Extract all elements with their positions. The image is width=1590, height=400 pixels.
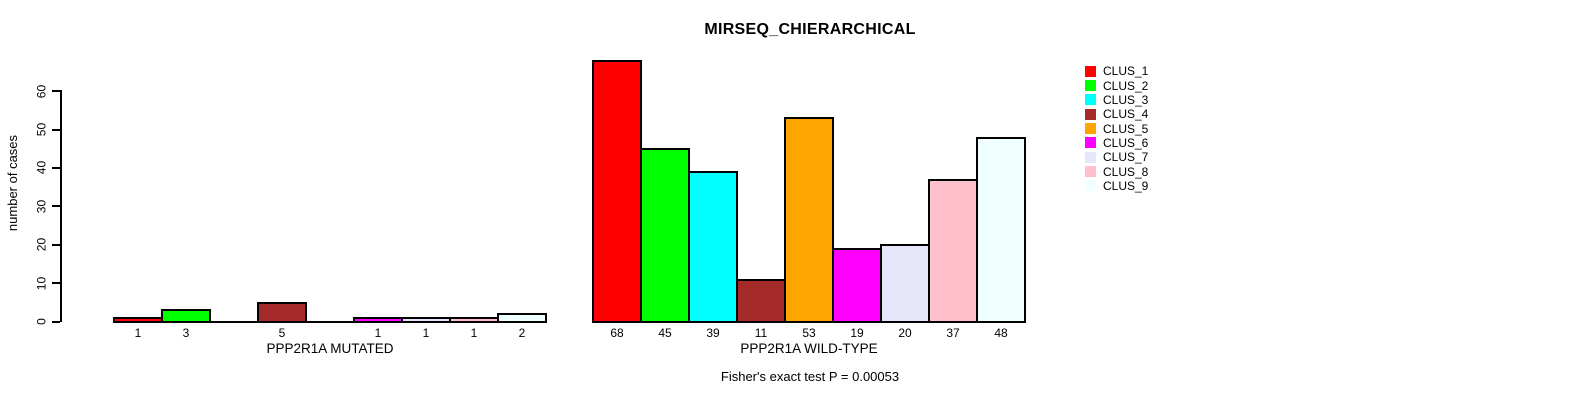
legend-item-clus-4: CLUS_4: [1085, 107, 1148, 121]
legend-item-clus-1: CLUS_1: [1085, 64, 1148, 78]
bar-value-label: 45: [658, 326, 672, 340]
bar-clus-3-ppp2r1a-wild-type: [688, 171, 738, 323]
x-axis-group-label-ppp2r1a-wild-type: PPP2R1A WILD-TYPE: [740, 341, 878, 356]
bar-value-label: 5: [278, 326, 286, 340]
bar-value-label: 2: [518, 326, 526, 340]
x-axis-group-label-ppp2r1a-mutated: PPP2R1A MUTATED: [266, 341, 394, 356]
bar-clus-8-ppp2r1a-mutated: [449, 317, 499, 323]
x-axis-baseline-ppp2r1a-mutated: [113, 321, 547, 323]
bar-value-label: 39: [706, 326, 720, 340]
legend-label: CLUS_8: [1103, 164, 1149, 179]
bar-value-label: 11: [754, 326, 768, 340]
legend-item-clus-8: CLUS_8: [1085, 164, 1148, 178]
y-axis-tick-label: 10: [34, 276, 49, 291]
bar-value-label: 48: [994, 326, 1008, 340]
bar-clus-2-ppp2r1a-wild-type: [640, 148, 690, 323]
bar-clus-7-ppp2r1a-mutated: [401, 317, 451, 323]
bar-value-label: 19: [850, 326, 864, 340]
legend-item-clus-2: CLUS_2: [1085, 78, 1148, 92]
legend-label: CLUS_4: [1103, 107, 1149, 122]
y-axis-tick: [52, 90, 60, 92]
bar-clus-1-ppp2r1a-wild-type: [592, 60, 642, 323]
y-axis-tick: [52, 321, 60, 323]
legend-label: CLUS_6: [1103, 135, 1149, 150]
legend: CLUS_1 CLUS_2 CLUS_3 CLUS_4 CLUS_5 CLUS_6 CLUS…: [1085, 64, 1148, 193]
bar-clus-9-ppp2r1a-mutated: [497, 313, 547, 323]
y-axis-tick-label: 30: [34, 199, 49, 214]
legend-swatch-icon-clus-5: [1085, 123, 1096, 135]
y-axis-tick-label: 20: [34, 237, 49, 252]
legend-swatch-icon-clus-6: [1085, 137, 1096, 149]
bar-value-label: 1: [374, 326, 382, 340]
legend-label: CLUS_3: [1103, 92, 1149, 107]
bar-value-label: 1: [470, 326, 478, 340]
bar-value-label: 20: [898, 326, 912, 340]
fisher-test-annotation: Fisher's exact test P = 0.00053: [720, 369, 900, 384]
bar-clus-2-ppp2r1a-mutated: [161, 309, 211, 323]
legend-swatch-icon-clus-3: [1085, 94, 1096, 106]
legend-item-clus-3: CLUS_3: [1085, 93, 1148, 107]
bar-clus-1-ppp2r1a-mutated: [113, 317, 163, 323]
bar-clus-6-ppp2r1a-mutated: [353, 317, 403, 323]
legend-label: CLUS_2: [1103, 78, 1149, 93]
legend-swatch-icon-clus-9: [1085, 180, 1096, 192]
legend-swatch-icon-clus-2: [1085, 80, 1096, 92]
bar-clus-8-ppp2r1a-wild-type: [928, 179, 978, 323]
y-axis-tick-label: 50: [34, 122, 49, 137]
bar-clus-5-ppp2r1a-wild-type: [784, 117, 834, 323]
legend-swatch-icon-clus-7: [1085, 151, 1096, 163]
bar-value-label: 1: [134, 326, 142, 340]
legend-label: CLUS_5: [1103, 121, 1149, 136]
y-axis-tick: [52, 167, 60, 169]
y-axis-label: number of cases: [5, 134, 20, 232]
bar-value-label: 1: [422, 326, 430, 340]
bar-clus-7-ppp2r1a-wild-type: [880, 244, 930, 323]
bar-clus-4-ppp2r1a-mutated: [257, 302, 307, 323]
legend-item-clus-5: CLUS_5: [1085, 121, 1148, 135]
y-axis-tick-label: 40: [34, 160, 49, 175]
y-axis-tick-label: 60: [34, 84, 49, 99]
chart-title: MIRSEQ_CHIERARCHICAL: [704, 21, 916, 38]
legend-item-clus-9: CLUS_9: [1085, 179, 1148, 193]
y-axis-tick: [52, 205, 60, 207]
bar-clus-9-ppp2r1a-wild-type: [976, 137, 1026, 323]
y-axis-tick: [52, 282, 60, 284]
legend-label: CLUS_7: [1103, 150, 1149, 165]
y-axis-tick: [52, 244, 60, 246]
legend-label: CLUS_1: [1103, 64, 1149, 79]
y-axis-tick-label: 0: [34, 318, 49, 325]
legend-swatch-icon-clus-1: [1085, 65, 1096, 77]
legend-swatch-icon-clus-8: [1085, 166, 1096, 178]
y-axis-line: [60, 90, 62, 322]
bar-value-label: 37: [946, 326, 960, 340]
legend-item-clus-6: CLUS_6: [1085, 136, 1148, 150]
bar-value-label: 68: [610, 326, 624, 340]
y-axis-tick: [52, 129, 60, 131]
bar-clus-6-ppp2r1a-wild-type: [832, 248, 882, 323]
bar-clus-4-ppp2r1a-wild-type: [736, 279, 786, 323]
bar-value-label: 53: [802, 326, 816, 340]
legend-label: CLUS_9: [1103, 178, 1149, 193]
legend-item-clus-7: CLUS_7: [1085, 150, 1148, 164]
legend-swatch-icon-clus-4: [1085, 108, 1096, 120]
bar-value-label: 3: [182, 326, 190, 340]
